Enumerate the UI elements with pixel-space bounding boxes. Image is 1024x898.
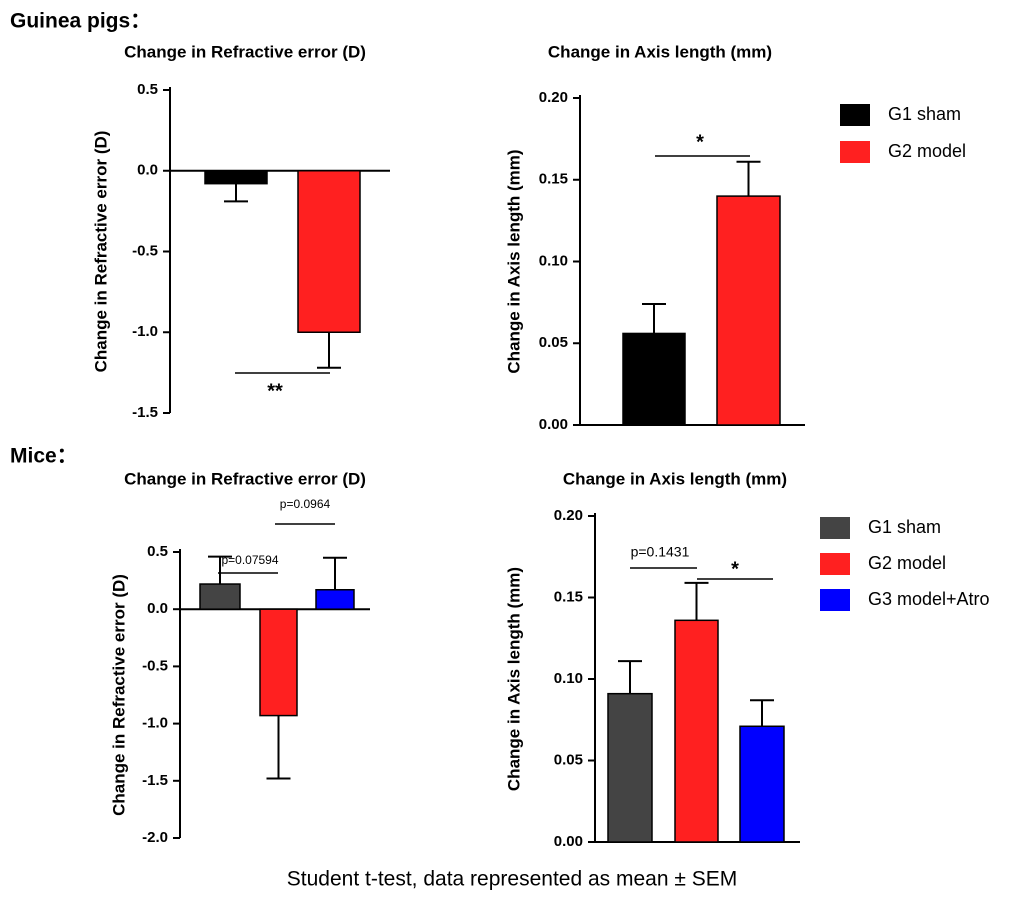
- legend-swatch: [840, 141, 870, 163]
- y-tick-label: 0.10: [539, 252, 568, 269]
- y-tick-label: 0.5: [147, 543, 168, 560]
- y-tick-label: 0.5: [137, 81, 158, 98]
- y-tick-label: -0.5: [132, 242, 158, 259]
- bar: [259, 608, 298, 717]
- legend-label: G3 model+Atro: [868, 589, 990, 609]
- significance-label: p=0.1431: [631, 544, 690, 560]
- section-label: Mice：: [10, 445, 78, 468]
- y-tick-label: 0.0: [137, 162, 158, 179]
- legend-label: G2 model: [868, 553, 946, 573]
- y-tick-label: 0.00: [554, 833, 583, 850]
- section-label: Guinea pigs：: [10, 10, 151, 33]
- legend-swatch: [820, 517, 850, 539]
- y-tick-label: 0.05: [554, 751, 583, 768]
- bar: [199, 583, 241, 610]
- y-tick-label: -2.0: [142, 829, 168, 846]
- chart-title: Change in Axis length (mm): [548, 42, 772, 61]
- y-tick-label: 0.20: [554, 507, 583, 524]
- significance-label: *: [696, 131, 704, 153]
- significance-label: **: [267, 380, 283, 402]
- y-tick-label: 0.05: [539, 334, 568, 351]
- bar: [739, 725, 785, 843]
- chart-title: Change in Axis length (mm): [563, 469, 787, 488]
- y-tick-label: -1.5: [132, 404, 158, 421]
- y-tick-label: 0.20: [539, 89, 568, 106]
- bar: [297, 170, 361, 333]
- y-axis-label: Change in Axis length (mm): [504, 567, 523, 791]
- bar: [716, 195, 781, 426]
- bar: [674, 619, 719, 843]
- y-tick-label: 0.15: [554, 588, 583, 605]
- y-tick-label: 0.15: [539, 171, 568, 188]
- legend-swatch: [840, 104, 870, 126]
- bar: [607, 692, 653, 843]
- y-tick-label: -0.5: [142, 657, 168, 674]
- legend-label: G1 sham: [888, 104, 961, 124]
- y-axis-label: Change in Refractive error (D): [91, 131, 110, 373]
- y-tick-label: 0.00: [539, 416, 568, 433]
- legend-swatch: [820, 589, 850, 611]
- y-tick-label: 0.10: [554, 670, 583, 687]
- chart-title: Change in Refractive error (D): [124, 469, 366, 488]
- legend-swatch: [820, 553, 850, 575]
- y-tick-label: -1.0: [132, 323, 158, 340]
- y-tick-label: 0.0: [147, 600, 168, 617]
- significance-label: p=0.07594: [221, 553, 278, 567]
- significance-label: p=0.0964: [280, 497, 331, 511]
- bar: [315, 589, 355, 610]
- legend-label: G1 sham: [868, 517, 941, 537]
- y-tick-label: -1.0: [142, 715, 168, 732]
- y-axis-label: Change in Axis length (mm): [504, 149, 523, 373]
- footnote: Student t-test, data represented as mean…: [287, 868, 737, 891]
- significance-label: *: [731, 558, 739, 580]
- bar: [622, 332, 686, 426]
- chart-title: Change in Refractive error (D): [124, 42, 366, 61]
- legend-label: G2 model: [888, 141, 966, 161]
- y-axis-label: Change in Refractive error (D): [109, 574, 128, 816]
- bar: [204, 170, 268, 185]
- y-tick-label: -1.5: [142, 772, 168, 789]
